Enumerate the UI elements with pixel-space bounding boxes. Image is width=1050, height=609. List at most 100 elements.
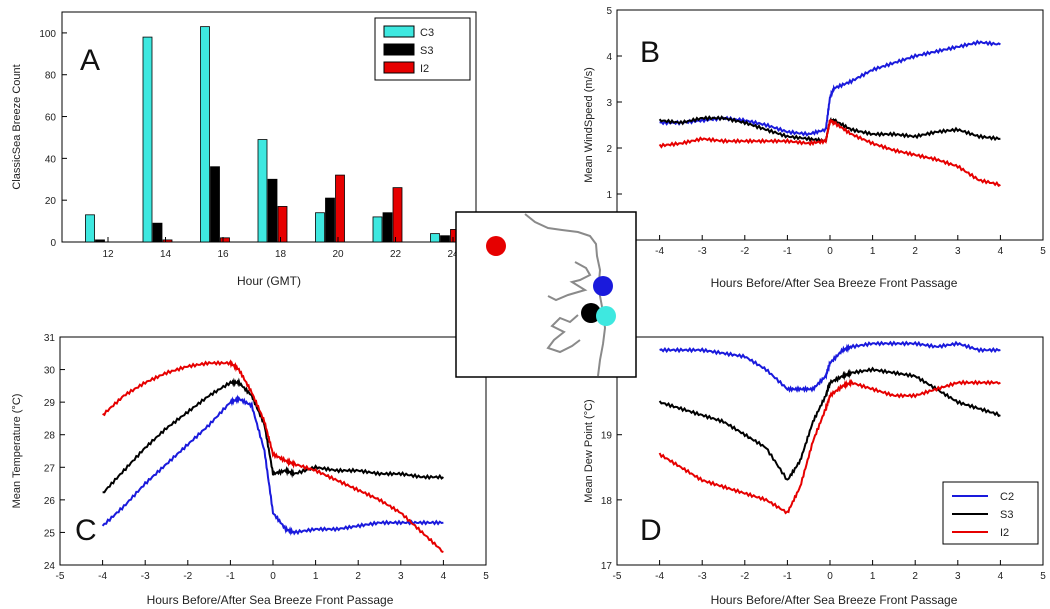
series-line-c2 [101,394,444,536]
x-tick-label: 4 [998,246,1004,257]
legend-swatch-c3 [383,25,415,38]
x-tick-label: -1 [226,571,235,582]
y-axis-label: Mean WindSpeed (m/s) [583,67,595,183]
bar-i2-20 [335,174,345,243]
x-tick-label: -3 [698,246,707,257]
bar-c3-12 [85,214,95,243]
y-tick-label: 26 [44,496,56,507]
x-tick-label: 18 [275,249,287,260]
x-tick-label: 3 [955,571,961,582]
bar-c3-22 [372,216,383,243]
legend-swatch-i2 [383,61,415,74]
x-tick-label: 0 [827,571,833,582]
x-tick-label: 1 [870,246,876,257]
y-tick-label: 30 [44,366,56,377]
y-tick-label: 3 [606,98,612,109]
x-tick-label: 16 [217,249,229,260]
y-tick-label: 0 [50,238,56,249]
x-axis-label: Hours Before/After Sea Breeze Front Pass… [147,593,394,607]
x-tick-label: 4 [441,571,447,582]
x-axis-label: Hours Before/After Sea Breeze Front Pass… [711,276,958,290]
series-line-c2 [659,340,1001,393]
panel-letter: B [640,36,660,69]
station-marker-c3 [596,306,616,326]
x-tick-label: -4 [655,571,664,582]
legend-label-i2: I2 [1000,527,1009,539]
y-tick-label: 100 [39,29,56,40]
panel-a-bar-chart: 0 20 40 60 80 100 12 14 16 18 20 22 24 A Hour (GMT) Cla… [11,11,477,288]
x-tick-label: 20 [332,249,344,260]
series-line-s3 [658,366,1001,481]
x-tick-label: -5 [56,571,65,582]
x-tick-label: -2 [183,571,192,582]
legend-label-s3: S3 [420,45,433,57]
coastline [524,213,607,377]
bar-s3-16 [210,166,220,243]
y-tick-label: 40 [45,154,57,165]
y-tick-label: 27 [44,463,56,474]
y-tick-label: 31 [44,333,56,344]
y-tick-label: 60 [45,113,57,124]
legend: C3 S3 I2 [374,17,471,81]
bar-c3-20 [315,212,325,243]
legend-label-s3: S3 [1000,509,1013,521]
bar-c3-18 [257,139,268,243]
x-tick-label: -1 [783,246,792,257]
coastline-inlets [546,261,592,354]
x-tick-label: -3 [698,571,707,582]
y-tick-label: 1 [606,190,612,201]
x-tick-label: -4 [98,571,107,582]
y-axis-label: ClassicSea Breeze Count [11,64,23,189]
station-marker-i2 [486,236,506,256]
y-tick-label: 17 [601,561,613,572]
x-tick-label: 5 [483,571,489,582]
x-tick-label: 4 [998,571,1004,582]
x-tick-label: -5 [613,571,622,582]
legend-label-c3: C3 [420,27,434,39]
x-tick-label: 1 [870,571,876,582]
station-marker-c2 [593,276,613,296]
y-tick-label: 80 [45,71,57,82]
x-tick-label: 3 [955,246,961,257]
y-tick-label: 4 [606,52,612,63]
legend-label-c2: C2 [1000,491,1014,503]
x-tick-label: 14 [160,249,172,260]
y-tick-label: 25 [44,528,56,539]
y-tick-label: 18 [601,496,613,507]
y-tick-label: 24 [44,561,56,572]
bar-s3-12 [95,239,105,243]
y-axis-label: Mean Temperature (°C) [11,394,23,509]
x-tick-label: 2 [912,571,918,582]
x-tick-label: 2 [912,246,918,257]
x-tick-label: 2 [355,571,361,582]
inset-frame [455,211,637,378]
legend-swatch-s3 [383,43,415,56]
x-tick-label: 12 [102,249,114,260]
bar-c3-16 [200,26,210,243]
bar-i2-16 [220,237,230,243]
panel-letter: A [80,44,100,77]
y-tick-label: 5 [606,6,612,17]
series-line-s3 [102,377,444,494]
x-tick-label: 5 [1040,571,1046,582]
panel-b-windspeed-chart: 1 2 3 4 5 -4 -3 -2 -1 0 1 2 3 4 5 B Hours Before/After S… [583,6,1046,290]
x-tick-label: 0 [270,571,276,582]
x-axis-label: Hour (GMT) [237,274,301,288]
x-tick-label: 22 [390,249,402,260]
bar-i2-22 [392,187,403,243]
y-tick-label: 20 [45,196,57,207]
legend: C2 S3 I2 [942,481,1039,545]
bar-s3-18 [267,178,278,243]
x-tick-label: -3 [141,571,150,582]
y-tick-label: 28 [44,431,56,442]
bar-c3-14 [142,36,153,243]
bar-i2-14 [162,239,173,243]
bar-c3-24 [430,233,440,243]
x-tick-label: 5 [1040,246,1046,257]
x-tick-label: 1 [313,571,319,582]
series-line-i2 [658,378,1001,515]
bar-s3-14 [152,222,163,243]
bar-i2-18 [277,206,288,243]
